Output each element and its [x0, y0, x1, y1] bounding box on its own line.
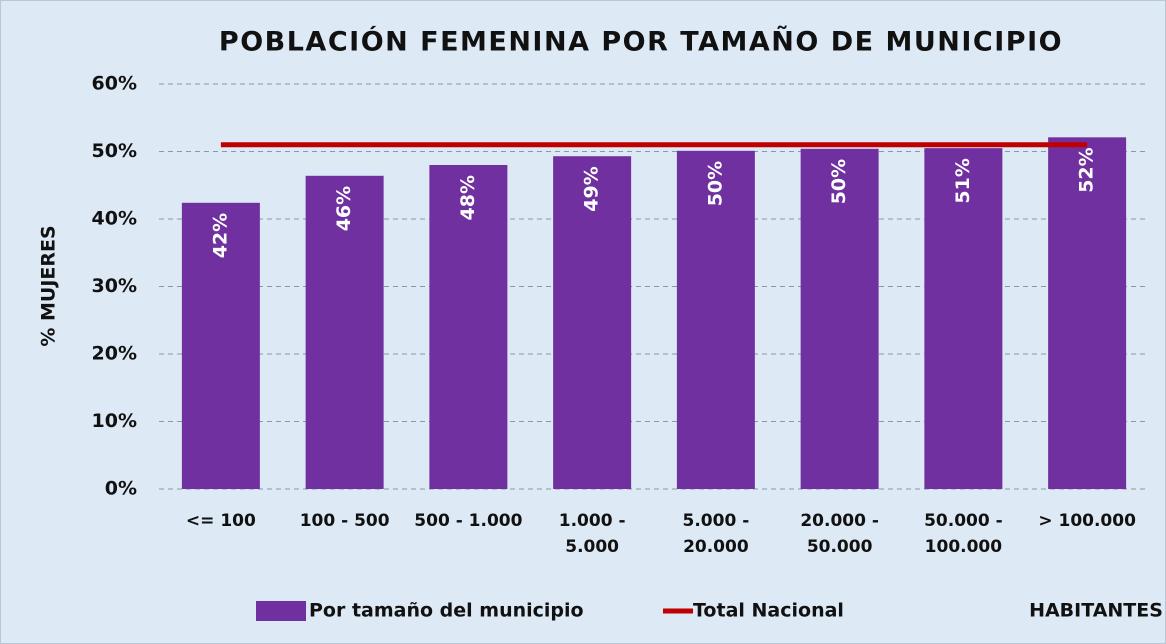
x-tick-label: 50.000 - 100.000: [924, 511, 1003, 557]
x-tick-label: > 100.000: [1038, 511, 1136, 531]
data-label: 51%: [952, 158, 974, 203]
x-tick-label: 100 - 500: [299, 511, 390, 531]
bar: [181, 202, 260, 490]
y-tick-label: 0%: [105, 478, 137, 500]
bar: [429, 165, 508, 489]
y-tick-label: 60%: [92, 73, 137, 95]
y-tick-label: 20%: [92, 343, 137, 365]
data-label: 50%: [828, 159, 850, 204]
bar: [1048, 137, 1127, 489]
y-tick-label: 10%: [92, 410, 137, 432]
x-tick-label: <= 100: [185, 511, 256, 531]
data-label: 50%: [704, 161, 726, 206]
legend-label: Por tamaño del municipio: [309, 600, 584, 622]
legend-label: Total Nacional: [693, 600, 844, 622]
x-tick-label: 500 - 1.000: [414, 511, 523, 531]
x-tick-label: 20.000 - 50.000: [800, 511, 879, 557]
x-tick-label: 1.000 - 5.000: [558, 511, 626, 557]
x-tick-label: 5.000 - 20.000: [682, 511, 750, 557]
data-label: 49%: [581, 166, 603, 211]
bar: [800, 148, 879, 490]
y-axis-label: % MUJERES: [38, 225, 60, 346]
data-label: 42%: [209, 213, 231, 258]
y-tick-label: 30%: [92, 275, 137, 297]
legend-swatch: [256, 601, 306, 621]
bar: [924, 148, 1003, 489]
x-axis-label: HABITANTES: [1029, 600, 1163, 622]
y-tick-label: 50%: [92, 140, 137, 162]
data-label: 46%: [333, 186, 355, 231]
bar: [305, 175, 384, 490]
bar: [553, 156, 632, 489]
bar: [676, 150, 755, 489]
chart-title: POBLACIÓN FEMENINA POR TAMAÑO DE MUNICIP…: [219, 26, 1063, 58]
data-label: 52%: [1076, 147, 1098, 192]
data-label: 48%: [457, 175, 479, 220]
y-tick-label: 40%: [92, 208, 137, 230]
